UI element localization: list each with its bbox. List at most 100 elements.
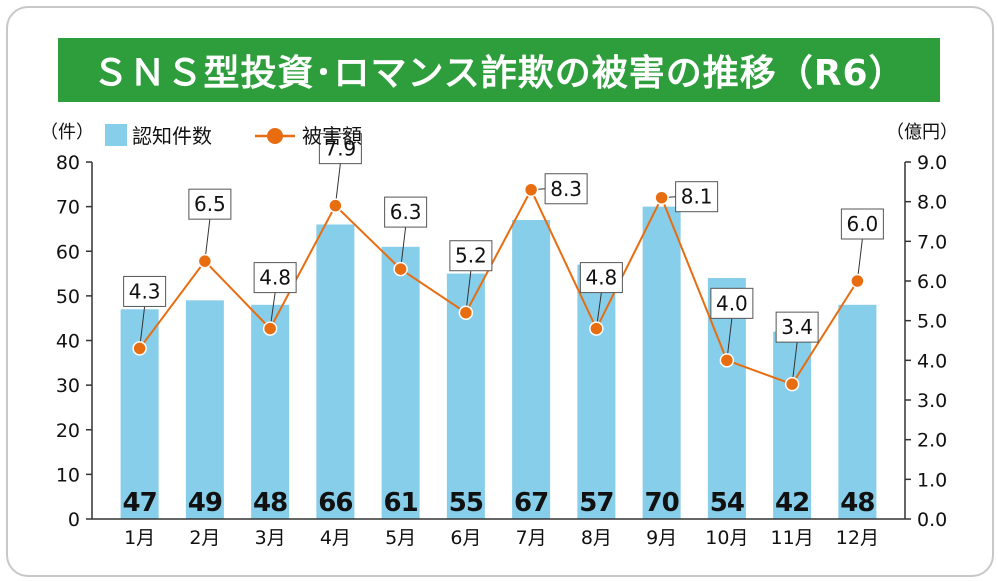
- x-tick-label: 11月: [771, 527, 814, 549]
- left-tick-label: 10: [56, 464, 80, 486]
- bar-value-label: 48: [253, 488, 287, 518]
- left-tick-label: 20: [56, 420, 80, 442]
- right-tick-label: 7.0: [917, 231, 947, 253]
- data-label: 4.0: [716, 291, 748, 315]
- data-label: 5.2: [455, 244, 487, 268]
- left-axis-unit: （件）: [40, 122, 94, 143]
- line-point: [589, 321, 604, 336]
- line-point: [328, 198, 343, 213]
- legend: 認知件数 被害額: [105, 124, 362, 148]
- x-tick-label: 2月: [189, 527, 220, 549]
- data-label: 8.3: [550, 177, 582, 201]
- data-label: 4.8: [585, 266, 617, 290]
- bar-value-label: 48: [840, 488, 874, 518]
- callout-box: [449, 240, 493, 272]
- data-label: 8.1: [681, 185, 713, 209]
- callout-box: [775, 311, 819, 343]
- data-label: 6.0: [846, 212, 878, 236]
- legend-line-label: 被害額: [302, 124, 362, 148]
- callout-box: [253, 262, 297, 294]
- bar: [512, 220, 551, 519]
- legend-bar-swatch: [105, 124, 127, 146]
- x-tick-label: 7月: [516, 527, 547, 549]
- bar: [381, 246, 420, 519]
- data-label: 3.4: [781, 315, 813, 339]
- left-tick-label: 30: [56, 375, 80, 397]
- bar-value-label: 70: [645, 488, 679, 518]
- bar: [838, 304, 877, 519]
- line-point: [654, 190, 669, 205]
- callout-box: [840, 208, 884, 240]
- bar-value-label: 55: [449, 488, 483, 518]
- x-tick-label: 10月: [705, 527, 748, 549]
- line-point: [132, 341, 147, 356]
- bar-value-label: 42: [775, 488, 809, 518]
- bar: [185, 300, 224, 519]
- callout-box: [710, 287, 754, 319]
- data-label: 7.9: [324, 137, 356, 161]
- line-point: [197, 253, 213, 269]
- x-tick-label: 12月: [836, 527, 879, 549]
- left-tick-label: 50: [56, 286, 80, 308]
- right-tick-label: 1.0: [917, 469, 947, 491]
- legend-bar-label: 認知件数: [132, 124, 212, 148]
- line-point: [719, 353, 735, 368]
- line-series-path: [138, 187, 859, 386]
- bar-value-label: 57: [579, 488, 613, 518]
- line-point: [393, 261, 408, 277]
- data-label: 4.8: [259, 266, 291, 290]
- right-tick-label: 8.0: [917, 192, 947, 214]
- chart-title: ＳＮＳ型投資･ロマンス詐欺の被害の推移（R6）: [92, 53, 906, 94]
- left-tick-label: 0: [68, 509, 80, 531]
- bar: [577, 264, 616, 519]
- bar-value-label: 67: [514, 488, 548, 518]
- left-tick-label: 40: [56, 331, 80, 353]
- right-tick-label: 5.0: [917, 311, 947, 333]
- x-tick-label: 9月: [646, 527, 677, 549]
- x-tick-label: 8月: [581, 527, 612, 549]
- bar-value-label: 49: [188, 488, 222, 518]
- bar: [316, 224, 355, 519]
- x-tick-label: 6月: [450, 527, 481, 549]
- callout-box: [384, 196, 428, 228]
- bars-group: 47 49 48 66 61 55 67 57 70 54 42 48: [120, 206, 877, 519]
- bar: [642, 206, 681, 519]
- title-bar: ＳＮＳ型投資･ロマンス詐欺の被害の推移（R6）: [58, 38, 940, 102]
- callout-box: [318, 133, 362, 165]
- left-tick-label: 70: [56, 197, 80, 219]
- line-point: [523, 182, 539, 198]
- callout-box: [675, 181, 719, 213]
- data-label: 4.3: [129, 279, 161, 303]
- callout-box: [123, 275, 167, 307]
- right-tick-label: 6.0: [917, 271, 947, 293]
- line-point: [458, 305, 474, 320]
- right-axis-unit: （億円）: [886, 122, 958, 143]
- line-point: [262, 321, 278, 336]
- callout-box: [544, 173, 588, 205]
- legend-line-marker: [267, 128, 283, 144]
- x-tick-label: 3月: [255, 527, 286, 549]
- bar-value-label: 61: [384, 488, 418, 518]
- left-tick-label: 60: [56, 241, 80, 263]
- x-tick-label: 4月: [320, 527, 351, 549]
- right-tick-label: 3.0: [917, 390, 947, 412]
- bar-value-label: 47: [123, 488, 157, 518]
- callout-box: [579, 262, 623, 294]
- x-tick-label: 1月: [124, 527, 155, 549]
- left-tick-label: 80: [56, 152, 80, 174]
- callout-box: [188, 188, 232, 220]
- line-series-group: 4.3 6.5 4.8 7.9 6.3 5.2 8.3 4.8 8.1 4.0 3.4 6.0: [123, 133, 884, 392]
- line-point: [784, 376, 800, 392]
- data-label: 6.3: [390, 200, 422, 224]
- bar-value-label: 54: [710, 488, 744, 518]
- right-tick-label: 2.0: [917, 430, 947, 452]
- right-tick-label: 0.0: [917, 509, 947, 531]
- right-tick-label: 4.0: [917, 350, 947, 372]
- line-point: [850, 273, 865, 289]
- bar: [251, 304, 290, 519]
- right-tick-label: 9.0: [917, 152, 947, 174]
- x-tick-label: 5月: [385, 527, 416, 549]
- data-label: 6.5: [194, 192, 226, 216]
- axes-group: 0 10 20 30 40 50 60 70 80 （件） 0.0 1.0 2.0 3.0 4.0 5.0 6.…: [40, 122, 958, 549]
